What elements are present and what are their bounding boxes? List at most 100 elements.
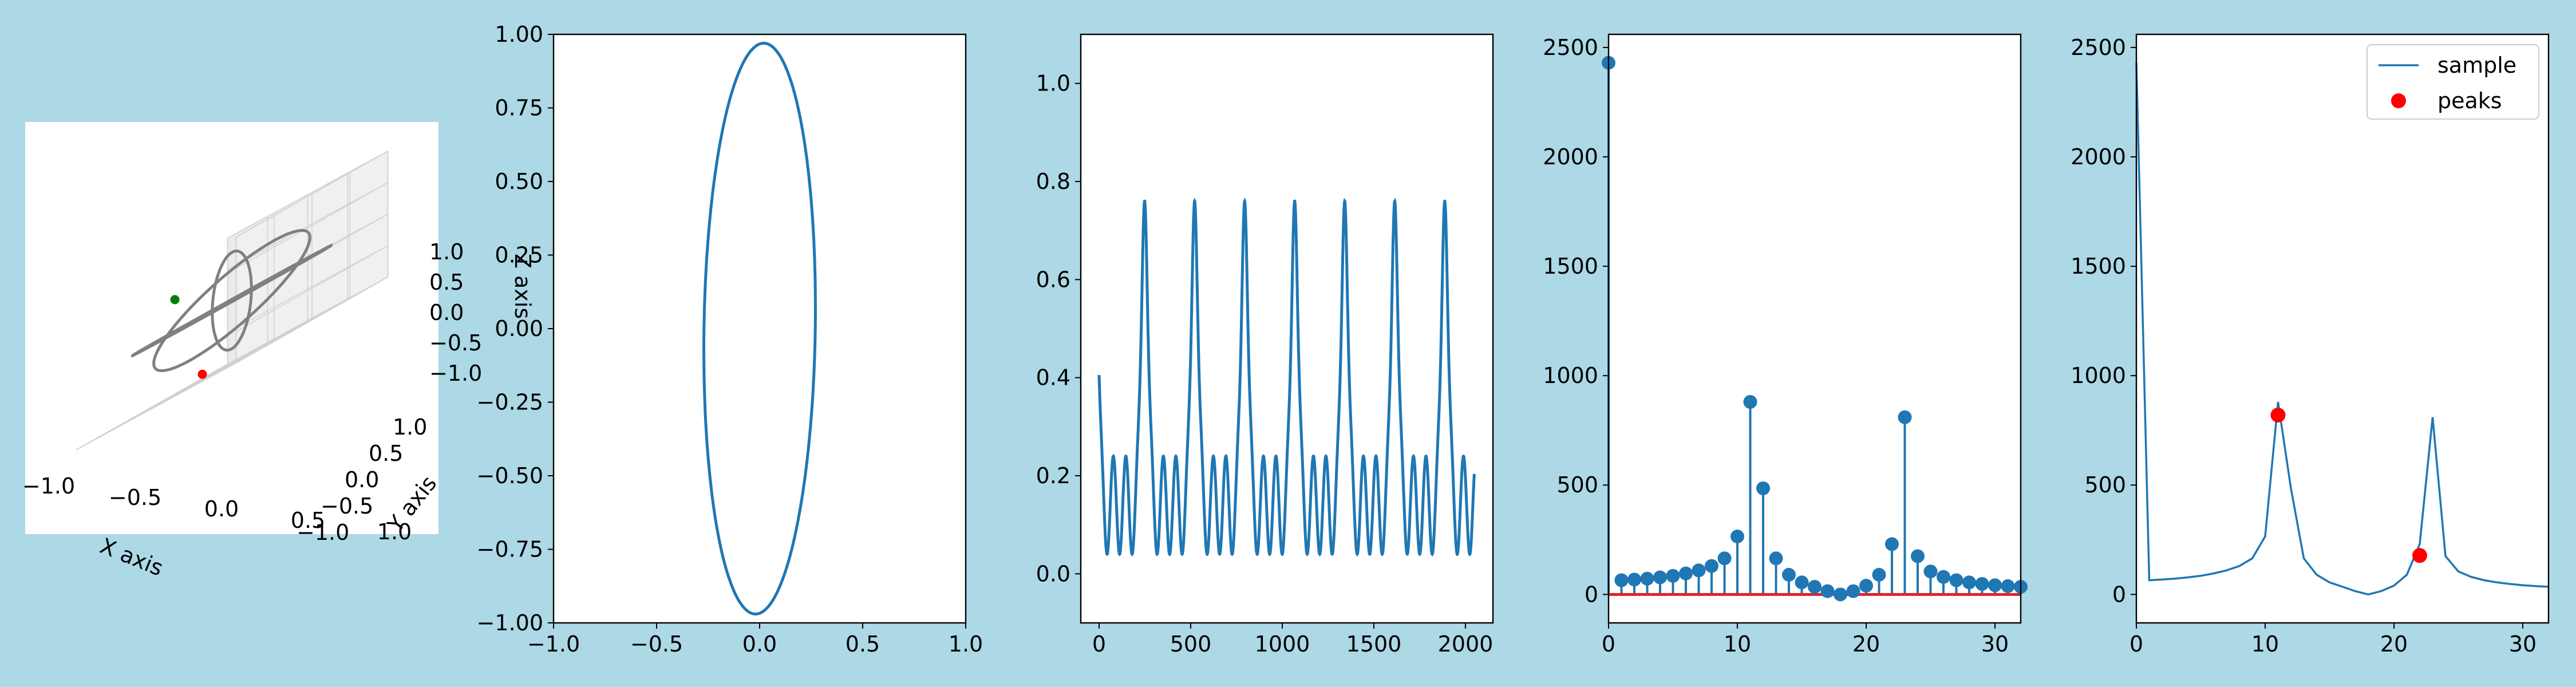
stem-marker <box>1937 570 1950 584</box>
y-tick-label: 0.25 <box>495 243 543 268</box>
stem-marker <box>1640 571 1654 586</box>
stem-marker <box>1692 563 1706 578</box>
grid-line <box>227 277 388 365</box>
y-tick-label: 2000 <box>1543 144 1598 169</box>
marker-point-1 <box>197 369 207 379</box>
x-tick-label: 30 <box>2509 631 2537 657</box>
axes-peaks: 0 10 20 30 0 500 1000 1500 2000 2500 sample peaks <box>2071 33 2550 657</box>
grid-line <box>236 151 388 238</box>
y-tick-label: 1500 <box>2071 254 2126 279</box>
x-tick-label: 0.0 <box>742 631 777 657</box>
axes-stem: 0 10 20 30 0 500 1000 1500 2000 2500 <box>1543 33 2028 657</box>
stem-marker <box>1962 575 1976 590</box>
stem-marker <box>1653 570 1667 585</box>
stem-marker <box>1872 567 1886 582</box>
axes-frame <box>552 33 967 624</box>
x-tick-label: 0 <box>1602 631 1615 657</box>
grid-line <box>227 182 388 270</box>
y-tick-label: 0.2 <box>1036 463 1070 488</box>
peak-marker <box>2412 548 2427 563</box>
y-tick-label: 0.6 <box>1036 267 1070 292</box>
x-tick-label: −0.5 <box>109 485 161 510</box>
stem-marker <box>1769 551 1783 566</box>
legend-marker-peaks <box>2391 93 2406 108</box>
stem-marker <box>1808 579 1822 594</box>
x-tick-label: −1.0 <box>527 631 580 657</box>
stem-marker <box>1679 566 1693 581</box>
x-tick-label: 0.5 <box>291 508 325 533</box>
y-tick-label: 2000 <box>2071 144 2126 169</box>
plot-area <box>1609 34 2021 623</box>
y-tick-label: 500 <box>1556 472 1598 498</box>
ellipse-line <box>702 41 817 616</box>
z-axis-label: Z axis <box>510 254 535 319</box>
stem-marker <box>1923 564 1938 579</box>
x-axis-label: X axis <box>97 533 167 581</box>
y-tick-label: 1000 <box>2071 363 2126 388</box>
stem-marker <box>1898 410 1912 424</box>
plot-area <box>1081 34 1493 623</box>
ring-3 <box>135 246 329 355</box>
stem-marker <box>1705 559 1718 573</box>
x-tick-label: 0 <box>2129 631 2143 657</box>
y-tick-label: 1.00 <box>495 22 543 47</box>
axes-ellipse: −1.0 −0.5 0.0 0.5 1.0 −1.00 −0.75 −0.50 −0.25 0.0… <box>477 22 983 657</box>
grid-line <box>236 182 388 269</box>
y-tick-label: 0.0 <box>1036 561 1070 586</box>
x-tick-label: 30 <box>1981 631 2009 657</box>
x-tick-label: 2000 <box>1438 631 1494 657</box>
y-tick-label: 0.50 <box>495 169 543 194</box>
axes-frame <box>1607 33 2022 624</box>
y-tick-label: −0.5 <box>321 493 373 519</box>
x-tick-label: 10 <box>1724 631 1751 657</box>
stem-marker <box>1717 551 1732 566</box>
y-tick-label: 1.0 <box>1036 71 1070 96</box>
stem-marker <box>1975 577 1989 591</box>
x-tick-label: 1.0 <box>949 631 983 657</box>
stem-marker <box>1614 573 1629 587</box>
stem-marker <box>1988 578 2002 593</box>
x-tick-label: −0.5 <box>630 631 683 657</box>
signal-line <box>1097 198 1476 556</box>
y-tick-label: 0 <box>2112 582 2126 607</box>
x-tick-label: 0 <box>1092 631 1106 657</box>
y-tick-label: 1000 <box>1543 363 1598 388</box>
stem-marker <box>1911 549 1925 563</box>
y-tick-label: −0.50 <box>477 463 543 488</box>
legend-box <box>2366 44 2539 120</box>
stem-marker <box>2001 579 2015 593</box>
y-tick-label: 0 <box>1585 582 1598 607</box>
y-tick-label: −1.0 <box>297 520 349 545</box>
axes-frame <box>2135 33 2550 624</box>
z-tick-label: 0.0 <box>429 300 464 325</box>
plot-area <box>554 34 966 623</box>
stem-marker <box>1949 573 1963 587</box>
stem-marker <box>1743 395 1757 409</box>
sample-line <box>2135 62 2549 596</box>
marker-point-0 <box>170 295 180 305</box>
x-tick-label: 20 <box>2380 631 2408 657</box>
stem-marker <box>1795 575 1809 590</box>
z-tick-label: 0.5 <box>429 270 464 295</box>
x-tick-label: 1.0 <box>377 519 412 544</box>
x-tick-label: 0.0 <box>204 496 239 522</box>
y-tick-label: 0.0 <box>345 467 379 492</box>
axes-signal: 0 500 1000 1500 2000 0.0 0.2 0.4 0.6 0.8 1.0 <box>1036 33 1494 657</box>
z-tick-label: −1.0 <box>429 361 482 386</box>
axes-frame <box>1080 33 1494 624</box>
y-tick-label: 0.5 <box>369 441 403 466</box>
legend-label-sample: sample <box>2437 53 2516 78</box>
stem-marker <box>1782 567 1796 582</box>
y-tick-label: 1.0 <box>393 414 427 440</box>
axes-3d: −1.0−1.0−1.0−0.5 −0.5−0.50.00.00.00.50.50… <box>22 122 535 581</box>
x-tick-label: 1000 <box>1255 631 1310 657</box>
stem-marker <box>1730 530 1744 544</box>
y-tick-label: 2500 <box>2071 35 2126 60</box>
grid-line <box>227 151 388 239</box>
x-tick-label: −1.0 <box>22 473 75 499</box>
z-tick-label: 1.0 <box>429 239 464 264</box>
x-tick-label: 500 <box>1170 631 1212 657</box>
y-tick-label: 2500 <box>1543 35 1598 60</box>
y-tick-label: 0.8 <box>1036 169 1070 194</box>
y-tick-label: 0.00 <box>495 316 543 341</box>
